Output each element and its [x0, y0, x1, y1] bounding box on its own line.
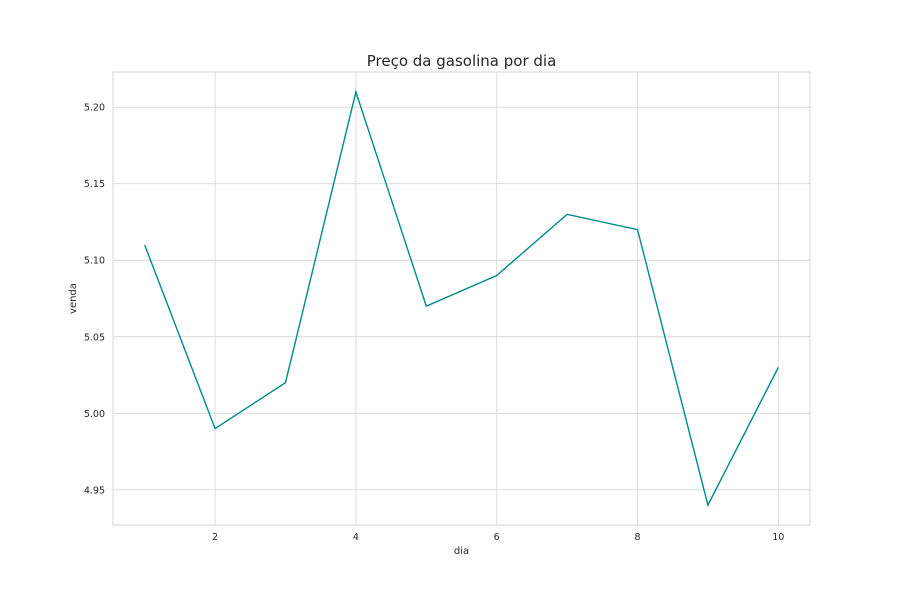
x-tick-label: 8	[634, 532, 640, 543]
y-axis-label: venda	[68, 283, 79, 314]
series-line	[144, 89, 779, 508]
y-tick-label: 5.20	[84, 103, 105, 114]
x-tick-label: 2	[212, 532, 218, 543]
x-tick-label: 10	[772, 532, 784, 543]
y-axis-ticks: 4.95 5.00 5.05 5.10 5.15 5.20	[84, 103, 105, 497]
y-tick-label: 4.95	[84, 485, 105, 496]
x-tick-label: 4	[353, 532, 359, 543]
x-tick-label: 6	[494, 532, 500, 543]
y-tick-label: 5.10	[84, 256, 105, 267]
chart-title: Preço da gasolina por dia	[367, 52, 557, 70]
plot-area	[112, 71, 811, 526]
y-tick-label: 5.05	[84, 332, 105, 343]
x-axis-label: dia	[454, 546, 469, 557]
series-layer	[144, 89, 779, 508]
grid	[113, 72, 810, 525]
y-tick-label: 5.15	[84, 179, 105, 190]
x-axis-ticks: 2 4 6 8 10	[212, 532, 784, 543]
y-tick-label: 5.00	[84, 409, 105, 420]
